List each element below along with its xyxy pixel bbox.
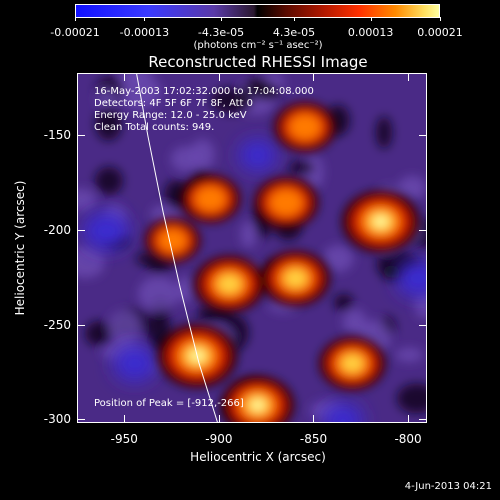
bright-source	[193, 255, 265, 313]
y-tick	[419, 135, 427, 137]
negative-source	[322, 403, 364, 422]
y-axis-title: Heliocentric Y (arcsec)	[13, 180, 27, 316]
y-tick	[419, 419, 427, 421]
y-tick	[77, 135, 85, 137]
x-tick-label: -850	[299, 432, 328, 446]
image-plot: 16-May-2003 17:02:32.000 to 17:04:08.000…	[77, 73, 427, 423]
y-tick-label: -250	[43, 317, 71, 332]
clean-counts-text: Clean Total counts: 949.	[94, 122, 215, 133]
colorbar-tick-label: 0.00013	[347, 26, 394, 39]
x-tick-label: -800	[394, 432, 422, 446]
x-tick	[313, 73, 315, 81]
x-tick	[218, 73, 220, 81]
y-tick	[77, 419, 85, 421]
solar-limb-line	[136, 74, 218, 422]
y-tick	[419, 324, 427, 326]
x-tick	[408, 415, 410, 423]
x-tick	[124, 73, 126, 81]
colorbar-units: (photons cm⁻² s⁻¹ asec⁻²)	[193, 40, 323, 51]
timestamp: 4-Jun-2013 04:21	[404, 481, 492, 492]
x-tick-label: -950	[110, 432, 138, 446]
y-tick	[77, 230, 85, 232]
x-axis-title: Heliocentric X (arcsec)	[190, 450, 326, 464]
bright-source	[261, 250, 331, 306]
colorbar-tick-label: 0.00021	[417, 26, 463, 39]
y-tick-label: -200	[43, 223, 71, 238]
colorbar-tick-label: -0.00021	[50, 26, 100, 39]
energy-range-text: Energy Range: 12.0 - 25.0 keV	[94, 110, 247, 121]
bright-source	[253, 176, 319, 229]
time-range-text: 16-May-2003 17:02:32.000 to 17:04:08.000	[94, 86, 314, 97]
bright-source	[180, 174, 241, 223]
x-tick	[218, 415, 220, 423]
detectors-text: Detectors: 4F 5F 6F 7F 8F, Att 0	[94, 98, 254, 109]
y-tick-label: -300	[43, 412, 71, 427]
bright-source	[318, 336, 386, 391]
colorbar	[75, 4, 440, 18]
y-tick	[419, 230, 427, 232]
colorbar-tick	[440, 17, 441, 21]
heatmap-svg	[78, 74, 426, 422]
y-tick-label: -150	[43, 128, 71, 143]
colorbar-tick-label: 4.3e-05	[272, 26, 316, 39]
colorbar-tick	[294, 17, 295, 21]
x-tick-label: -900	[205, 432, 233, 446]
bright-source	[221, 375, 295, 422]
chart-title: Reconstructed RHESSI Image	[148, 53, 368, 71]
x-tick	[408, 73, 410, 81]
colorbar-tick	[75, 17, 76, 21]
colorbar-tick-label: -4.3e-05	[197, 26, 245, 39]
negative-source	[112, 345, 157, 382]
bright-source	[144, 218, 201, 263]
y-tick	[77, 324, 85, 326]
bright-source	[341, 190, 420, 253]
bright-source	[273, 102, 337, 152]
negative-source	[83, 211, 130, 251]
colorbar-tick	[144, 17, 146, 21]
colorbar-tick	[370, 17, 372, 21]
colorbar-tick	[221, 17, 222, 21]
x-tick	[124, 415, 126, 423]
negative-source	[238, 139, 277, 172]
peak-position-text: Position of Peak = [-912,-266]	[94, 398, 244, 409]
colorbar-tick-label: -0.00013	[119, 26, 170, 39]
x-tick	[313, 415, 315, 423]
negative-source	[396, 259, 426, 298]
